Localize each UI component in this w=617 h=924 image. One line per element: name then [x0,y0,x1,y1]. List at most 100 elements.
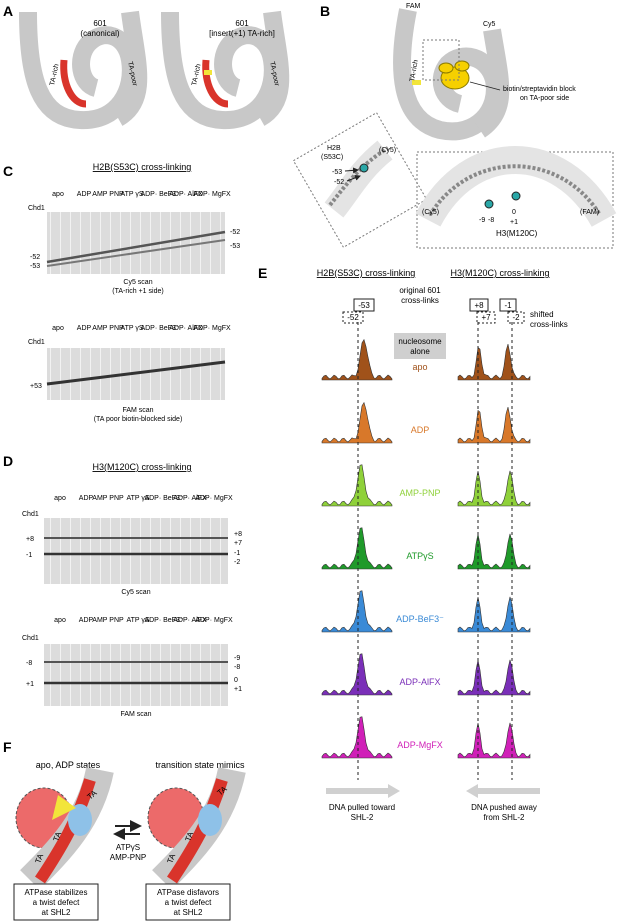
e-shifted2: cross-links [530,320,568,329]
nucleosome-blocked [393,8,510,141]
svg-text:DNA pulled toward: DNA pulled toward [329,803,395,812]
e-box-7 [476,311,496,324]
svg-text:AMP PNP: AMP PNP [92,617,124,624]
d-gel2-right-b: -8 [234,664,240,671]
f-right-title: transition state mimics [155,760,245,770]
d-gel1-caption: Cy5 scan [121,589,150,596]
svg-text:alone: alone [410,347,430,356]
svg-text:-53: -53 [358,301,370,310]
b-m53: -53 [332,169,342,176]
svg-text:at SHL2: at SHL2 [174,908,203,917]
e-original: original 601 [399,286,441,295]
svg-text:-52: -52 [347,313,359,322]
c-gel1-left-bot: -53 [30,263,40,270]
b-m9: -9 [479,217,485,224]
panel-label-e: E [258,265,267,281]
f-mid2: AMP-PNP [110,853,146,862]
b-block-line2: on TA-poor side [520,95,569,102]
e-original2: cross-links [401,296,439,305]
panel-label-c: C [3,163,13,179]
b-zoom1-cy5: (Cy5) [379,147,396,154]
b-h3-site-right [511,191,521,201]
d-gel1-right-a: +8 [234,531,242,538]
nucleosome-insert [161,10,290,130]
f-left-ta1: TA [33,852,45,865]
svg-text:ATP γS: ATP γS [120,191,143,198]
e-trace-left-1 [321,401,393,444]
c-chd1-2: Chd1 [28,339,45,346]
a-left-ta-rich: TA-rich [49,63,60,86]
c-chd1-1: Chd1 [28,205,45,212]
svg-text:SHL-2: SHL-2 [351,813,374,822]
e-title-left: H2B(S53C) cross-linking [317,268,416,278]
svg-text:apo: apo [54,495,66,502]
b-ta-rich: TA-rich [409,59,420,82]
svg-text:ATP γS: ATP γS [126,495,149,502]
e-trace-left-5 [321,653,393,696]
d-gel1-right-c: -1 [234,550,240,557]
d-lane-headers-2: apo ADP AMP PNP ATP γS ADP· BeF3⁻ ADP· A… [54,617,233,624]
e-trace-left-0 [321,338,393,381]
d-gel1-right-b: +7 [234,540,242,547]
e-trace-right-5 [457,659,531,696]
f-right-diagram [147,766,246,890]
svg-text:a twist defect: a twist defect [165,898,212,907]
d-gel2-caption: FAM scan [120,711,151,718]
d-gel1-right-d: -2 [234,559,240,566]
b-h3-label: H3(M120C) [496,229,538,238]
c-lane-headers-1: apo ADP AMP PNP ATP γS ADP· BeF3⁻ ADP· A… [52,191,231,198]
f-left-box [13,883,99,921]
c-gel1-left-top: -52 [30,254,40,261]
b-h2b-line1: H2B [327,145,341,152]
svg-text:ATP γS: ATP γS [120,325,143,332]
svg-text:ADP: ADP [79,617,94,624]
svg-text:AMP PNP: AMP PNP [92,325,124,332]
svg-text:ADP· AlFX: ADP· AlFX [169,191,203,198]
f-left-diagram [15,766,114,890]
d-gel2-right-c: 0 [234,677,238,684]
b-m52: -52 [334,179,344,186]
e-trace-right-6 [457,722,531,759]
svg-text:ADP· AlFX: ADP· AlFX [173,617,207,624]
e-title-right: H3(M120C) cross-linking [450,268,549,278]
svg-text:apo: apo [52,191,64,198]
svg-text:AMP PNP: AMP PNP [92,495,124,502]
b-block-line1: biotin/streptavidin block [503,86,576,93]
svg-text:ADP· BeF3⁻: ADP· BeF3⁻ [144,617,183,624]
svg-text:ADP: ADP [77,191,92,198]
svg-text:apo: apo [52,325,64,332]
d-chd1-1: Chd1 [22,511,39,518]
c-gel2-caption2: (TA poor biotin-blocked side) [94,416,183,423]
a-left-sub: (canonical) [80,29,119,38]
b-h2b-site [359,163,369,173]
f-left-title: apo, ADP states [36,760,101,770]
b-zoom2-fam: (FAM) [580,209,599,216]
e-box-52 [342,311,364,324]
e-box-m2 [507,311,525,324]
e-trace-right-3 [457,533,531,570]
d-gel1-left-top: +8 [26,536,34,543]
e-alone-legend [394,333,446,359]
b-h3-site-left [484,199,494,209]
d-gel2-left-bot: +1 [26,681,34,688]
e-state-label-4: ADP-BeF3⁻ [396,614,444,624]
a-right-title: 601 [235,19,249,28]
svg-text:ADP· BeF3⁻: ADP· BeF3⁻ [140,191,179,198]
svg-text:-1: -1 [504,301,512,310]
svg-text:nucleosome: nucleosome [398,337,442,346]
e-state-label-3: ATPγS [406,551,433,561]
panel-label-f: F [3,739,12,755]
e-state-label-5: ADP-AlFX [399,677,440,687]
svg-text:+8: +8 [474,301,484,310]
c-gel1-right-bot: -53 [230,243,240,250]
svg-text:DNA pushed away: DNA pushed away [471,803,537,812]
b-zoom2-cy5: (Cy5) [422,209,439,216]
svg-text:ATPase disfavors: ATPase disfavors [157,888,219,897]
b-p1: +1 [510,219,518,226]
e-traces: apo ADP AMP-PNP ATPγS ADP-BeF3⁻ ADP-AlFX ADP-M… [321,338,531,759]
b-zoom-panel-h2b [292,112,428,248]
c-gel1-caption1: Cy5 scan [123,279,152,286]
svg-text:ADP· MgFX: ADP· MgFX [193,191,231,198]
svg-text:ADP: ADP [77,325,92,332]
d-gel1-left-bot: -1 [26,552,32,559]
